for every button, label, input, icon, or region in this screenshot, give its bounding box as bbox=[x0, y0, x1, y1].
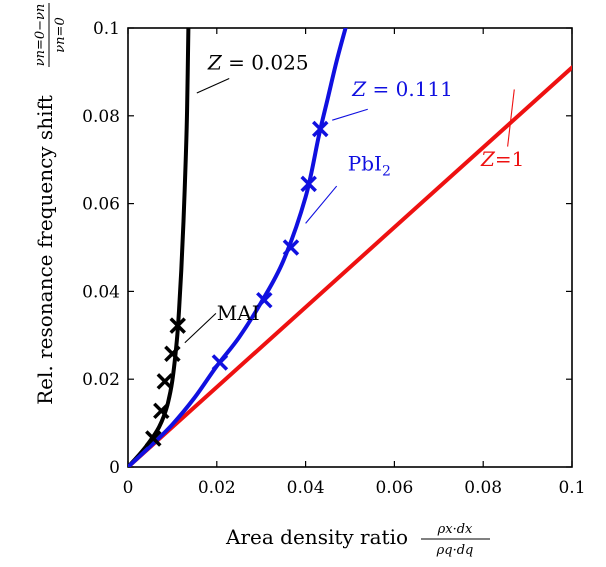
data-layer bbox=[128, 28, 572, 467]
marker-pbi2 bbox=[211, 354, 229, 371]
y-label-fraction-group: νn=0−νn νn=0 bbox=[33, 3, 68, 67]
y-axis-label: Rel. resonance frequency shift bbox=[33, 95, 57, 405]
annotation-leader-mai bbox=[184, 312, 217, 344]
x-tick-label: 0 bbox=[123, 478, 134, 498]
x-tick-label: 0.02 bbox=[198, 478, 236, 498]
series-line-z-0-025 bbox=[128, 28, 191, 467]
annotation-rest: = 0.111 bbox=[366, 77, 453, 101]
annotation-leader-pbi2 bbox=[305, 185, 338, 224]
marker-stroke bbox=[300, 175, 317, 193]
annotation-var: Z bbox=[351, 77, 367, 101]
marker-pbi2 bbox=[282, 239, 300, 256]
annotation-z-0-025: Z = 0.025 bbox=[207, 51, 309, 75]
x-axis-label: Area density ratio bbox=[225, 525, 408, 549]
series-line-z-0-111 bbox=[128, 28, 348, 467]
y-tick-label: 0 bbox=[109, 458, 120, 478]
y-axis: 0 0.02 0.04 0.06 0.08 0.1 bbox=[82, 19, 572, 478]
y-tick-label: 0.06 bbox=[82, 195, 120, 215]
marker-pbi2 bbox=[256, 291, 273, 309]
x-axis: 0 0.02 0.04 0.06 0.08 0.1 bbox=[123, 28, 586, 498]
y-tick-label: 0.08 bbox=[82, 107, 120, 127]
annotation-main: PbI bbox=[348, 152, 382, 176]
marker-stroke bbox=[156, 373, 174, 390]
annotation-var: Z bbox=[207, 51, 223, 75]
annotation-leader-z-1 bbox=[507, 89, 515, 147]
x-label-fraction-num: ρx·dx bbox=[437, 522, 473, 537]
marker-mai bbox=[156, 373, 174, 390]
marker-stroke bbox=[153, 402, 170, 420]
annotation-rest: =1 bbox=[495, 147, 524, 171]
annotation-pbi2: PbI2 bbox=[348, 152, 391, 180]
marker-stroke bbox=[211, 354, 229, 371]
annotation-subscript: 2 bbox=[382, 164, 391, 180]
marker-mai bbox=[145, 430, 162, 447]
marker-stroke bbox=[282, 239, 300, 256]
marker-stroke bbox=[256, 291, 273, 309]
marker-stroke bbox=[312, 120, 329, 138]
y-tick-label: 0.1 bbox=[93, 19, 120, 39]
x-tick-label: 0.1 bbox=[558, 478, 585, 498]
marker-stroke bbox=[145, 430, 162, 447]
x-tick-label: 0.06 bbox=[375, 478, 413, 498]
annotation-leader-z-0-111 bbox=[332, 108, 368, 121]
annotation-leader-z-0-025 bbox=[196, 77, 230, 94]
marker-mai bbox=[164, 345, 181, 362]
marker-mai bbox=[169, 317, 186, 334]
annotation-z-0-111: Z = 0.111 bbox=[351, 77, 453, 101]
x-axis-label-fraction: ρx·dx ρq·dq bbox=[421, 522, 490, 558]
y-axis-label-group: Rel. resonance frequency shift bbox=[33, 95, 57, 405]
marker-pbi2 bbox=[312, 120, 329, 138]
x-tick-label: 0.08 bbox=[464, 478, 502, 498]
marker-pbi2 bbox=[300, 175, 317, 193]
marker-mai bbox=[153, 402, 170, 420]
x-tick-label: 0.04 bbox=[287, 478, 325, 498]
annotation-var: Z bbox=[480, 147, 496, 171]
annotation-rest: = 0.025 bbox=[222, 51, 309, 75]
y-label-fraction-den: νn=0 bbox=[53, 17, 68, 52]
plot-frame bbox=[127, 27, 573, 468]
annotation-mai: MAI bbox=[217, 301, 260, 325]
y-label-fraction-num: νn=0−νn bbox=[33, 4, 48, 67]
marker-stroke bbox=[164, 345, 181, 362]
series-line-z-1 bbox=[128, 65, 572, 467]
y-tick-label: 0.02 bbox=[82, 370, 120, 390]
x-label-fraction-den: ρq·dq bbox=[436, 543, 474, 558]
y-tick-label: 0.04 bbox=[82, 282, 120, 302]
marker-stroke bbox=[169, 317, 186, 334]
annotation-z-1: Z=1 bbox=[480, 147, 524, 171]
